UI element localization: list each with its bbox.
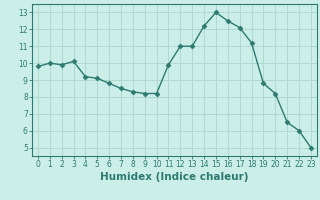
X-axis label: Humidex (Indice chaleur): Humidex (Indice chaleur) (100, 172, 249, 182)
